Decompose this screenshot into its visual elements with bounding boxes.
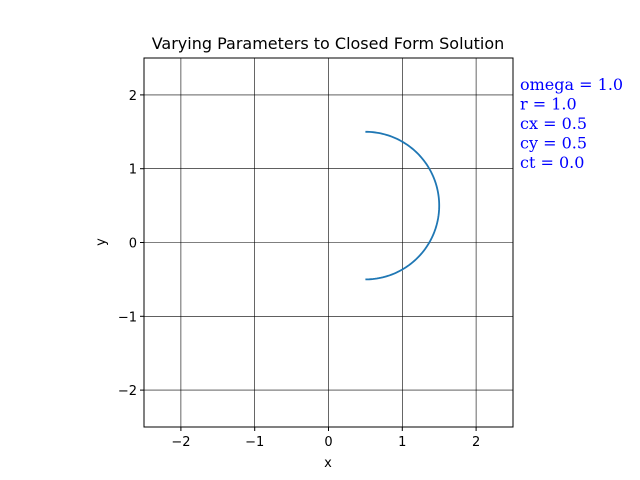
series-layer xyxy=(365,130,441,281)
series-line xyxy=(365,130,441,281)
y-tick-label: −1 xyxy=(118,310,137,325)
parameter-annotation: omega = 1.0 xyxy=(520,75,623,94)
parameter-annotation: ct = 0.0 xyxy=(520,153,584,172)
chart-title: Varying Parameters to Closed Form Soluti… xyxy=(152,34,505,53)
grid xyxy=(144,58,513,427)
y-tick-label: 0 xyxy=(129,237,137,252)
y-tick-label: −2 xyxy=(118,384,137,399)
parameter-annotation: cy = 0.5 xyxy=(520,134,587,153)
parameter-annotation: cx = 0.5 xyxy=(520,114,587,133)
y-axis: −2 −1 0 1 2 xyxy=(118,89,144,399)
x-tick-label: 0 xyxy=(324,435,332,450)
x-axis: −2 −1 0 1 2 xyxy=(171,427,480,450)
y-tick-label: 2 xyxy=(129,89,137,104)
x-tick-label: −2 xyxy=(171,435,190,450)
x-tick-label: −1 xyxy=(245,435,264,450)
x-tick-label: 2 xyxy=(472,435,480,450)
parameter-annotation: r = 1.0 xyxy=(520,95,577,114)
x-axis-label: x xyxy=(324,456,332,471)
x-tick-label: 1 xyxy=(398,435,406,450)
y-axis-label: y xyxy=(94,238,109,246)
y-tick-label: 1 xyxy=(129,163,137,178)
parameter-annotations: omega = 1.0r = 1.0cx = 0.5cy = 0.5ct = 0… xyxy=(520,75,623,172)
